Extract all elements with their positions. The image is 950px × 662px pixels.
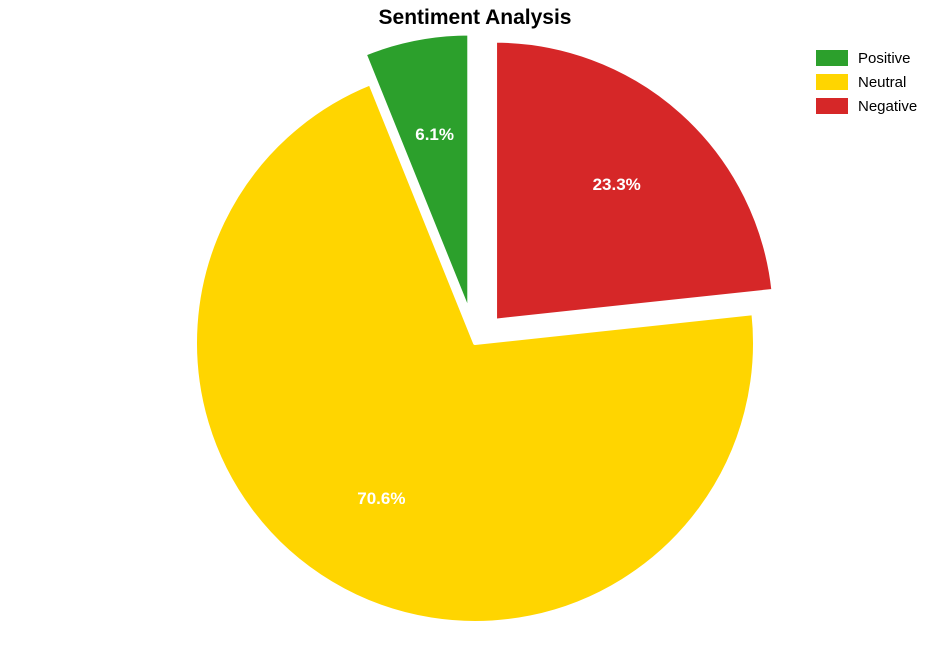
- legend-item-negative: Negative: [816, 94, 917, 118]
- legend-label-positive: Positive: [858, 50, 911, 67]
- legend-swatch-neutral: [816, 74, 848, 90]
- pie-chart: [0, 0, 950, 662]
- legend: Positive Neutral Negative: [816, 46, 917, 118]
- slice-label-positive: 6.1%: [415, 125, 454, 145]
- chart-container: { "chart": { "type": "pie", "title": "Se…: [0, 0, 950, 662]
- legend-swatch-positive: [816, 50, 848, 66]
- slice-label-negative: 23.3%: [593, 175, 641, 195]
- legend-item-neutral: Neutral: [816, 70, 917, 94]
- slice-label-neutral: 70.6%: [357, 489, 405, 509]
- legend-swatch-negative: [816, 98, 848, 114]
- legend-label-negative: Negative: [858, 98, 917, 115]
- legend-label-neutral: Neutral: [858, 74, 906, 91]
- legend-item-positive: Positive: [816, 46, 917, 70]
